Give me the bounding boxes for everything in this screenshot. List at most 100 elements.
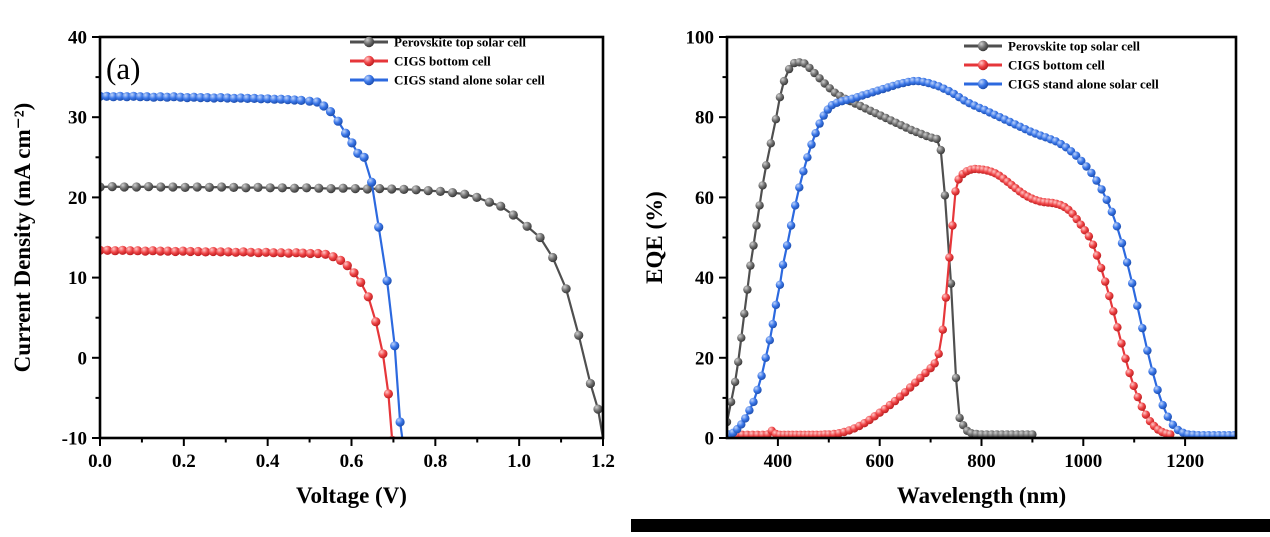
data-point-marker <box>182 93 192 103</box>
data-point-marker <box>149 92 159 102</box>
legend: Perovskite top solar cell CIGS bottom cel… <box>964 39 1159 92</box>
data-point-marker <box>1158 400 1167 410</box>
data-point-marker <box>766 139 775 148</box>
data-point-marker <box>229 182 239 192</box>
data-point-marker <box>1125 368 1134 378</box>
data-point-marker <box>762 161 771 170</box>
legend-marker-ball <box>977 78 989 90</box>
data-point-marker <box>758 181 767 190</box>
legend-label: Perovskite top solar cell <box>394 35 526 50</box>
data-point-marker <box>955 413 964 423</box>
data-point-marker <box>765 336 774 345</box>
series-cigs-bottom-cell <box>100 245 397 438</box>
data-point-marker <box>1109 307 1118 316</box>
data-point-marker <box>786 221 796 230</box>
data-point-marker <box>934 349 943 358</box>
data-point-marker <box>447 188 458 198</box>
data-point-marker <box>782 241 792 250</box>
data-point-marker <box>367 177 377 187</box>
data-point-marker <box>815 119 824 128</box>
data-point-marker <box>1137 402 1147 411</box>
data-point-marker <box>169 92 179 102</box>
data-point-marker <box>423 186 433 196</box>
data-point-marker <box>496 201 506 211</box>
legend-marker-ball <box>977 59 989 71</box>
data-point-marker <box>749 241 758 250</box>
x-axis-tick-label: 600 <box>865 451 894 472</box>
x-axis-tick-label: 0.6 <box>340 451 364 472</box>
data-point-marker <box>1092 176 1101 185</box>
data-point-marker <box>1101 277 1110 286</box>
data-point-marker <box>133 246 143 256</box>
y-axis-title: EQE (%) <box>642 191 667 284</box>
y-axis-tick-label: 0 <box>705 429 715 450</box>
data-point-marker <box>102 91 112 101</box>
data-point-marker <box>737 420 746 429</box>
data-point-marker <box>741 414 750 423</box>
data-point-marker <box>484 197 494 207</box>
data-point-marker <box>261 247 271 257</box>
y-axis-title: Current Density (mA cm⁻²) <box>10 103 35 373</box>
data-point-marker <box>216 93 226 103</box>
data-point-marker <box>795 183 804 192</box>
data-point-marker <box>1105 291 1114 301</box>
data-point-marker <box>1129 381 1138 391</box>
data-point-marker <box>561 284 571 294</box>
legend-label: CIGS stand alone solar cell <box>1008 77 1159 92</box>
data-point-marker <box>204 182 214 192</box>
data-point-marker <box>585 378 596 389</box>
data-point-marker <box>246 247 256 257</box>
plot-border <box>725 35 1238 440</box>
data-point-marker <box>277 183 287 193</box>
data-point-marker <box>229 93 239 103</box>
legend-item: Perovskite top solar cell <box>350 35 526 50</box>
data-point-marker <box>1084 232 1094 241</box>
data-point-marker <box>178 246 188 256</box>
x-axis-title: Voltage (V) <box>296 483 407 508</box>
data-point-marker <box>740 309 749 318</box>
data-point-marker <box>276 94 286 104</box>
data-point-marker <box>371 317 381 327</box>
x-axis-tick-label: 1.0 <box>507 451 531 472</box>
data-point-marker <box>350 184 360 194</box>
data-point-marker <box>1087 168 1096 178</box>
x-axis-tick-label: 0.2 <box>172 451 196 472</box>
data-point-marker <box>948 221 957 230</box>
series-line <box>100 95 404 438</box>
x-axis-tick-label: 1200 <box>1166 451 1204 472</box>
legend: Perovskite top solar cell CIGS bottom cel… <box>350 35 545 88</box>
x-axis-tick-label: 800 <box>967 451 996 472</box>
data-point-marker <box>328 252 338 262</box>
data-point-marker <box>1143 346 1152 355</box>
data-point-marker <box>374 222 384 232</box>
data-point-marker <box>1133 301 1142 310</box>
data-point-marker <box>338 183 348 193</box>
data-point-marker <box>142 92 152 102</box>
data-point-marker <box>289 183 300 193</box>
data-point-marker <box>170 246 180 257</box>
data-point-marker <box>341 128 351 138</box>
data-point-marker <box>395 417 405 427</box>
data-point-marker <box>1122 258 1132 267</box>
data-point-marker <box>378 349 388 359</box>
legend-item: Perovskite top solar cell <box>964 39 1140 54</box>
y-axis-tick-label: 0 <box>78 348 88 369</box>
data-point-marker <box>325 107 336 117</box>
data-point-marker <box>118 245 128 255</box>
data-point-marker <box>155 246 165 256</box>
data-point-marker <box>119 182 129 192</box>
data-point-marker <box>1168 420 1178 429</box>
data-point-marker <box>217 182 227 192</box>
data-point-marker <box>208 246 218 257</box>
x-axis-tick-label: 1000 <box>1064 451 1102 472</box>
data-point-marker <box>193 246 203 257</box>
data-point-marker <box>390 341 400 351</box>
data-point-marker <box>363 292 373 302</box>
legend-item: CIGS stand alone solar cell <box>964 77 1159 92</box>
data-point-marker <box>1088 240 1098 249</box>
bottom-black-bar <box>631 519 1270 532</box>
data-point-marker <box>209 93 219 103</box>
data-point-marker <box>1082 162 1091 171</box>
data-point-marker <box>249 93 259 103</box>
data-point-marker <box>319 101 329 111</box>
